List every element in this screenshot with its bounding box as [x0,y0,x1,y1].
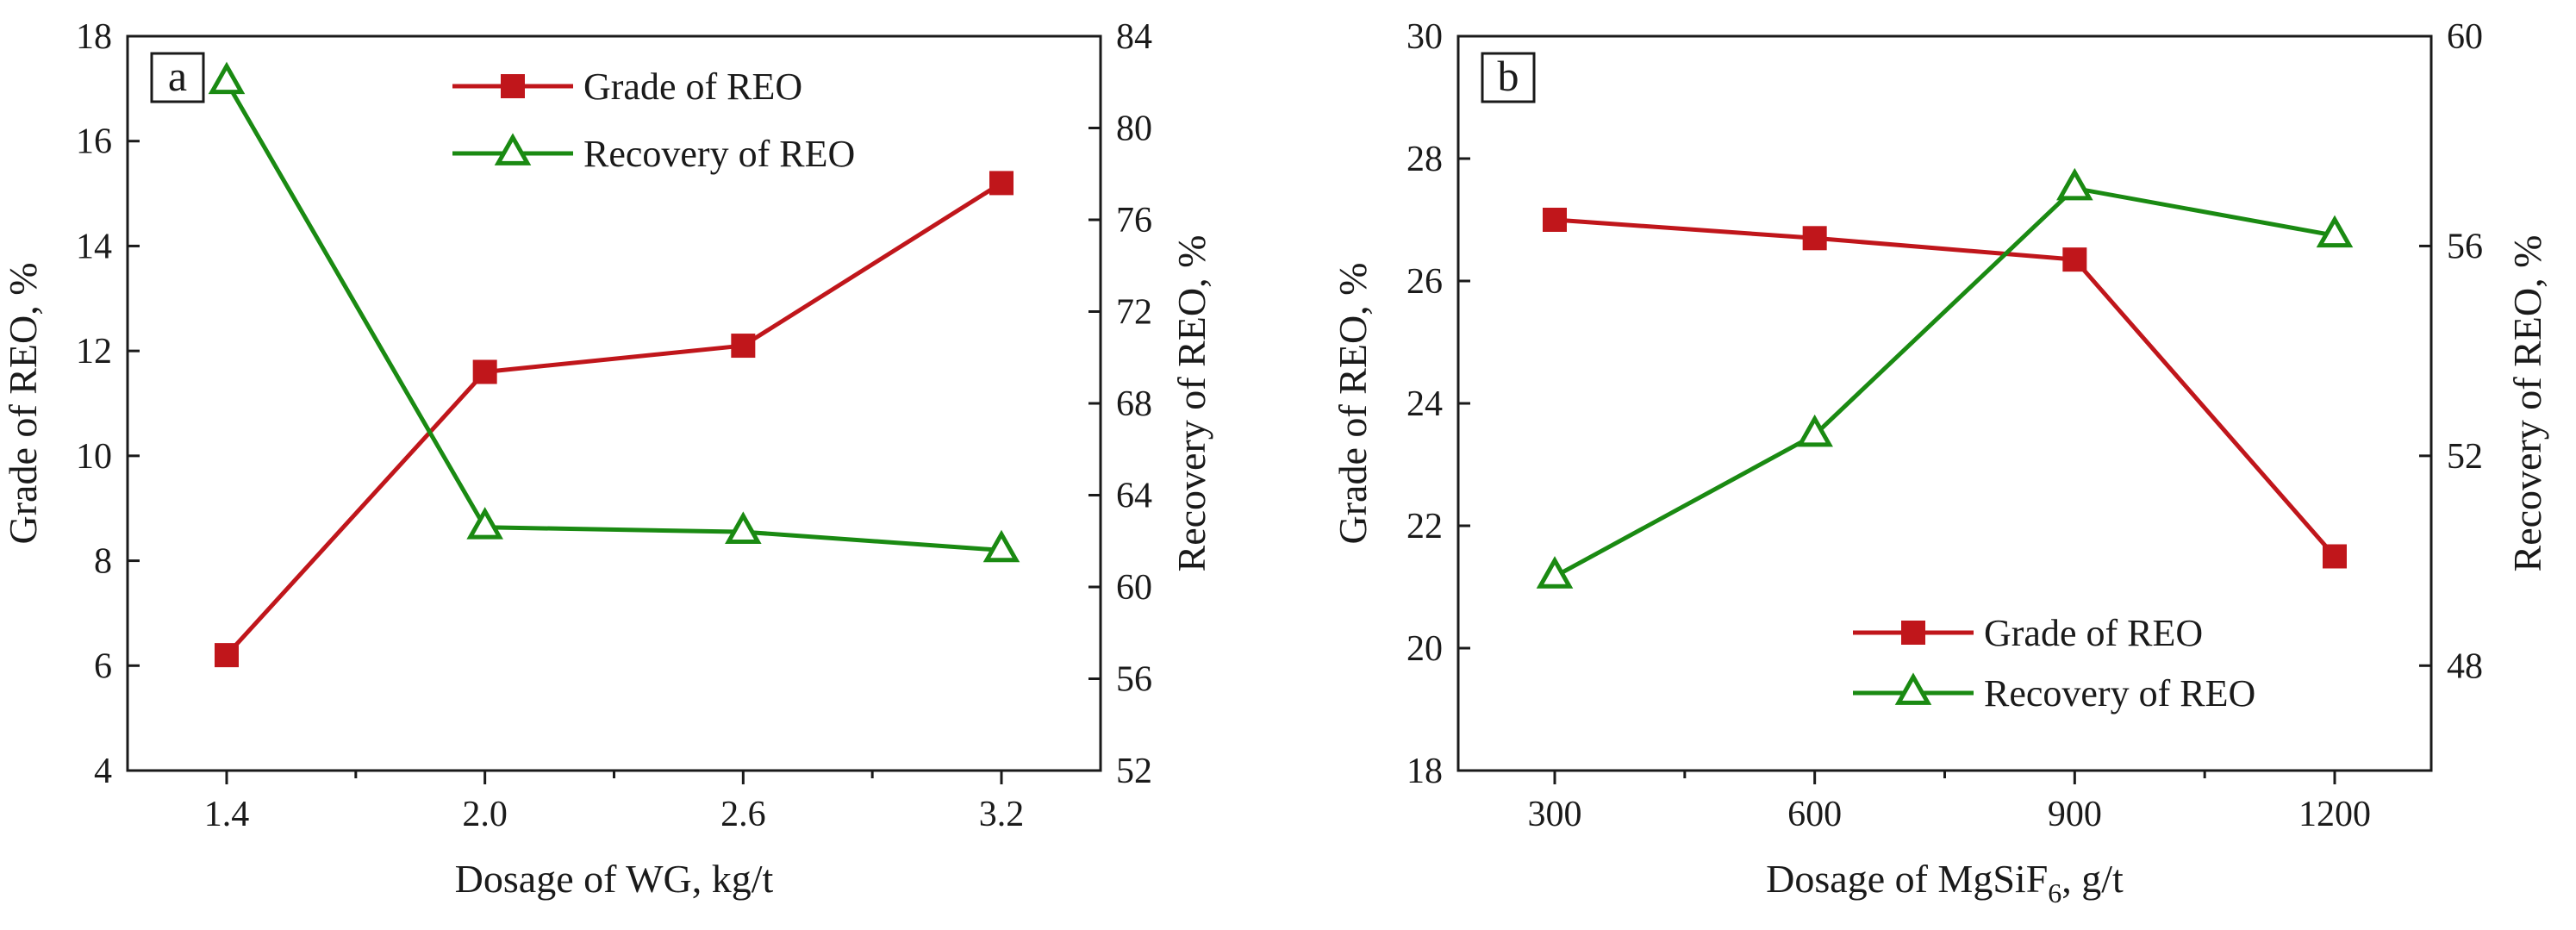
y-left-tick-label: 14 [76,227,112,266]
plot-frame [1456,34,2433,772]
y-right-tick-label: 60 [1116,568,1152,608]
y-right-tick-label: 56 [1116,660,1152,700]
x-tick-label: 2.0 [462,795,508,834]
recovery-point [982,529,1020,563]
y-left-tick-label: 30 [1407,17,1443,57]
y-right-tick-label: 84 [1116,17,1152,57]
grade-point [1802,226,1827,251]
y-right-tick-label: 56 [2447,227,2483,266]
x-tick-label: 1.4 [204,795,250,834]
x-tick-label: 900 [2048,795,2102,834]
y-left-tick-label: 22 [1407,507,1443,546]
recovery-point [466,507,503,540]
recovery-point [725,511,762,544]
y-right-axis-title: Recovery of REO, % [1169,235,1213,572]
y-left-tick-label: 18 [1407,752,1443,791]
y-left-tick-label: 26 [1407,262,1443,302]
x-axis-title-subscript: 6 [2048,877,2061,908]
grade-point [731,334,756,359]
y-left-tick-label: 20 [1407,629,1443,669]
recovery-point [2056,167,2093,201]
x-axis-title-text: Dosage of MgSiF [1766,857,2048,901]
y-left-tick-label: 24 [1407,384,1443,424]
series-line-recovery [1553,185,2336,579]
x-tick-label: 600 [1787,795,1842,834]
x-axis-title-text: Dosage of WG, kg/t [455,857,774,901]
legend-marker-square [1901,621,1925,645]
legend-label: Grade of REO [1984,612,2203,654]
x-tick-label: 3.2 [979,795,1025,834]
y-right-tick-label: 68 [1116,384,1152,424]
panel-tag-box [1481,52,1536,103]
legend-label: Recovery of REO [1984,672,2255,715]
y-left-tick-label: 18 [76,17,112,57]
y-left-tick-label: 12 [76,332,112,371]
legend-marker-triangle [1894,672,1932,705]
legend-label: Recovery of REO [583,133,855,175]
chart-panel-b: 18 20 22 24 26 28 30 48 52 56 60 300 600 900 1200 Grade… [1331,17,2549,908]
y-left-tick-label: 16 [76,122,112,162]
grade-point [472,359,497,384]
x-tick-label: 300 [1528,795,1582,834]
y-right-tick-label: 52 [2447,437,2483,477]
y-left-tick-label: 28 [1407,140,1443,179]
y-right-tick-label: 72 [1116,293,1152,333]
legend-marker-triangle [494,133,532,165]
y-left-axis-title: Grade of REO, % [1331,262,1375,544]
y-right-axis-title: Recovery of REO, % [2505,235,2549,572]
y-left-tick-label: 8 [94,542,112,582]
recovery-point [2316,215,2354,248]
grade-point [2062,247,2087,272]
y-left-tick-label: 6 [94,646,112,686]
y-right-tick-label: 80 [1116,109,1152,149]
x-axis-title: Dosage of WG, kg/t [455,857,774,901]
y-right-tick-label: 52 [1116,752,1152,791]
recovery-point [1796,414,1833,447]
grade-point [989,171,1014,196]
series-line-recovery [224,80,1002,552]
panel-tag-label: b [1498,52,1519,100]
panel-tag-label: a [168,52,187,100]
y-right-tick-label: 64 [1116,477,1152,516]
recovery-point [208,61,246,95]
grade-point [2323,544,2347,569]
x-tick-label: 1200 [2298,795,2371,834]
series-line-grade [1554,217,2336,559]
y-right-tick-label: 48 [2447,646,2483,686]
legend-label: Grade of REO [583,66,802,108]
y-right-tick-label: 60 [2447,17,2483,57]
series-line-grade [225,181,1003,657]
x-axis-title: Dosage of MgSiF6, g/t [1766,857,2124,908]
y-left-tick-label: 10 [76,437,112,477]
y-right-tick-label: 76 [1116,201,1152,240]
legend-marker-square [501,74,525,98]
x-tick-label: 2.6 [720,795,766,834]
x-axis-title-suffix: , g/t [2061,857,2124,901]
grade-point [215,643,239,668]
recovery-point [1536,556,1574,589]
y-left-tick-label: 4 [94,752,112,791]
panel-tag-box [150,52,205,103]
y-left-axis-title: Grade of REO, % [1,262,45,544]
grade-point [1543,208,1567,232]
